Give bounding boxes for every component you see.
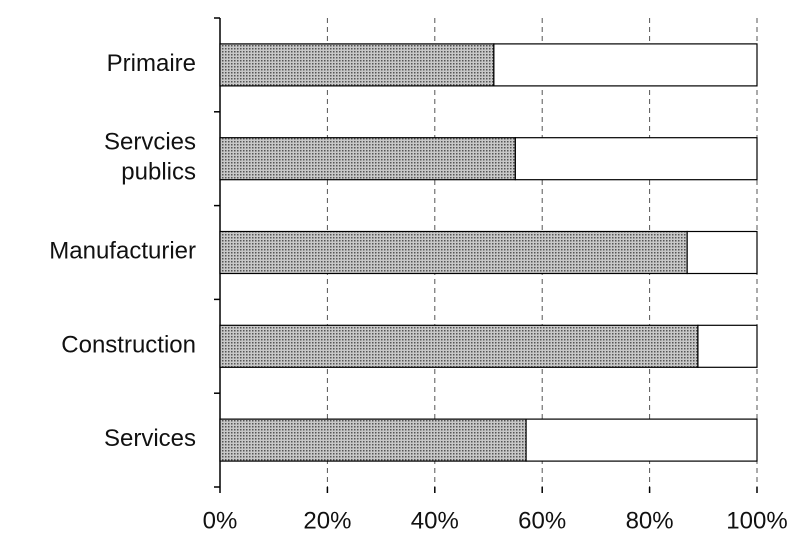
bar-segment [219, 137, 516, 181]
x-tick-label: 40% [411, 507, 459, 534]
label-line: Primaire [107, 50, 196, 77]
bar-segment [219, 230, 688, 275]
bar-segment [219, 324, 699, 368]
label-line: Manufacturier [49, 238, 196, 265]
bar-segment [493, 43, 758, 87]
bar-segment [686, 230, 758, 275]
bar-segment [697, 324, 758, 368]
bar-segment [219, 43, 495, 87]
y-tick-label: Services [104, 425, 196, 452]
x-tick-label: 0% [203, 507, 238, 534]
label-line: Servcies [104, 129, 196, 156]
x-tick-label: 20% [303, 507, 351, 534]
label-line: publics [121, 159, 196, 186]
x-tick-label: 80% [626, 507, 674, 534]
y-tick-label: Primaire [107, 50, 196, 77]
bar-segment [514, 137, 758, 181]
bar-segment [219, 418, 527, 462]
x-tick-label: 100% [726, 507, 787, 534]
x-tick-label: 60% [518, 507, 566, 534]
y-tick-label: Manufacturier [49, 238, 196, 265]
bar-segment [525, 418, 758, 462]
y-tick-label: Servcies publics [104, 129, 196, 186]
label-line: Construction [61, 332, 196, 359]
y-tick-label: Construction [61, 332, 196, 359]
label-line: Services [104, 425, 196, 452]
